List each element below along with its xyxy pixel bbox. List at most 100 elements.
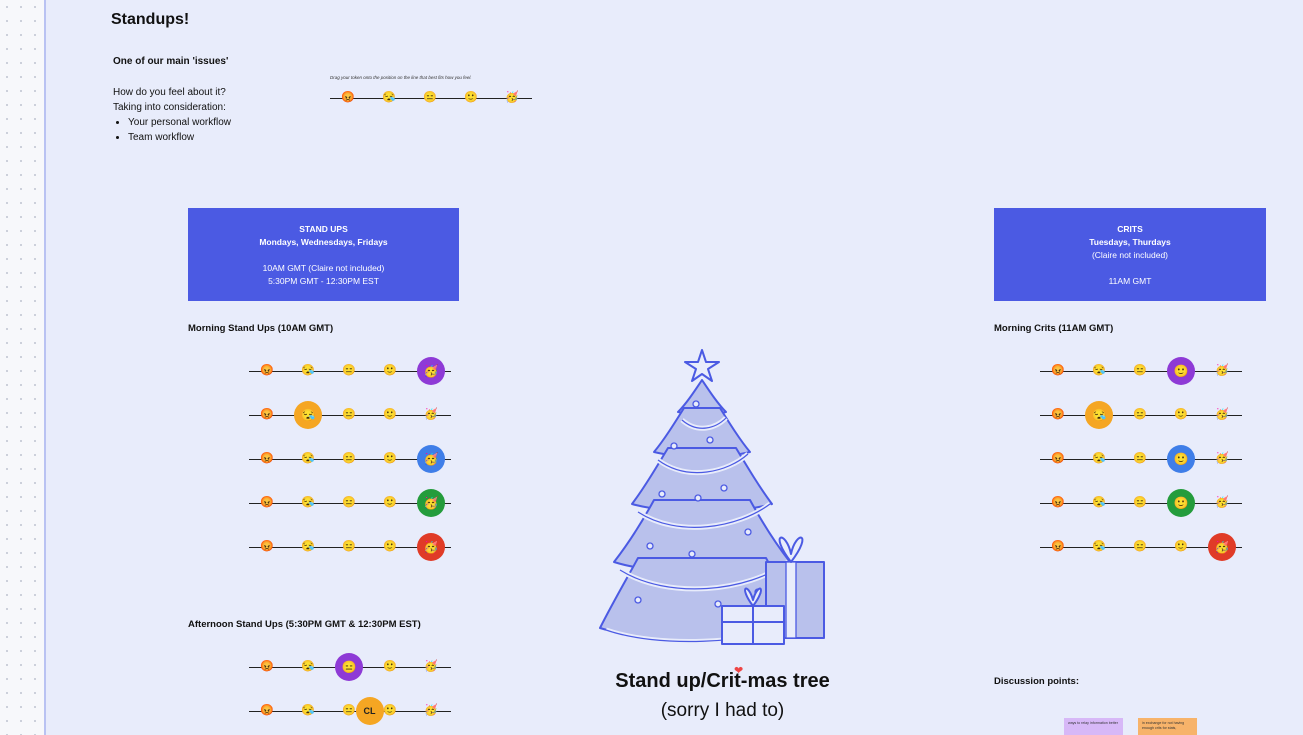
vote-scale: 😡😪😑🙂🥳🙂 [1040, 357, 1242, 385]
present-large-bow [778, 536, 804, 563]
vote-scale: 😡😪😑🙂🥳🙂 [1040, 489, 1242, 517]
scale-line [1040, 371, 1242, 372]
vote-scale: 😡😪😑🙂🥳😪 [249, 401, 451, 429]
standups-card-title: STAND UPS [299, 224, 348, 234]
neutral-emoji: 😑 [342, 364, 356, 377]
tree-ornament [706, 436, 714, 444]
vote-token[interactable]: 😪 [1085, 401, 1113, 429]
tree-ornament [744, 528, 752, 536]
tree-ornament [694, 494, 702, 502]
vote-token[interactable]: 😑 [335, 653, 363, 681]
morning-crits-heading: Morning Crits (11AM GMT) [994, 323, 1114, 334]
legend-scale: 😡 😪 😑 🙂 🥳 [330, 84, 532, 112]
smile-emoji: 🙂 [383, 496, 397, 509]
issue-consider: Taking into consideration: [113, 102, 226, 113]
sleepy-emoji: 😪 [1092, 540, 1106, 553]
vote-token[interactable]: 🥳 [417, 533, 445, 561]
vote-scale: 😡😪😑🙂🥳😪 [1040, 401, 1242, 429]
smile-emoji: 🙂 [383, 364, 397, 377]
angry-emoji: 😡 [260, 364, 274, 377]
neutral-emoji: 😑 [1133, 364, 1147, 377]
vote-token[interactable]: 🙂 [1167, 445, 1195, 473]
standups-card[interactable]: STAND UPS Mondays, Wednesdays, Fridays 1… [188, 208, 459, 301]
vote-scale: 😡😪😑🙂🥳🥳 [1040, 533, 1242, 561]
sleepy-emoji: 😪 [382, 91, 396, 104]
heart-icon: ❤ [734, 665, 744, 677]
vote-token[interactable]: 🙂 [1167, 489, 1195, 517]
sleepy-emoji: 😪 [1092, 496, 1106, 509]
smile-emoji: 🙂 [383, 408, 397, 421]
sleepy-emoji: 😪 [301, 704, 315, 717]
vote-token-initials: CL [363, 706, 376, 716]
vote-token[interactable]: CL [355, 697, 384, 725]
issue-question: How do you feel about it? [113, 87, 226, 98]
angry-emoji: 😡 [260, 408, 274, 421]
neutral-emoji: 😑 [342, 452, 356, 465]
vote-token[interactable]: 🥳 [417, 489, 445, 517]
vote-scale: 😡😪😑🙂🥳😑 [249, 653, 451, 681]
scale-line [1040, 547, 1242, 548]
tree-ornament [670, 442, 678, 450]
sleepy-emoji: 😪 [301, 496, 315, 509]
vote-token[interactable]: 😪 [294, 401, 322, 429]
tree-ornament [658, 490, 666, 498]
vote-token[interactable]: 🥳 [417, 357, 445, 385]
angry-emoji: 😡 [1051, 452, 1065, 465]
neutral-emoji: 😑 [342, 704, 356, 717]
crits-card[interactable]: CRITS Tuesdays, Thurdays (Claire not inc… [994, 208, 1266, 301]
vote-scale: 😡😪😑🙂🥳🥳 [249, 489, 451, 517]
vote-token[interactable]: 🥳 [1208, 533, 1236, 561]
scale-line [249, 711, 451, 712]
party-emoji: 🥳 [1215, 408, 1229, 421]
sticky-note[interactable]: in exchange for not having enough crits … [1138, 718, 1197, 735]
angry-emoji: 😡 [1051, 496, 1065, 509]
left-toolbar-gutter [0, 0, 46, 735]
discussion-heading: Discussion points: [994, 676, 1079, 687]
neutral-emoji: 😑 [1133, 540, 1147, 553]
party-emoji: 🥳 [505, 91, 519, 104]
neutral-emoji: 😑 [1133, 496, 1147, 509]
vote-scale: 😡😪😑🙂🥳🥳 [249, 445, 451, 473]
sleepy-emoji: 😪 [1092, 364, 1106, 377]
smile-emoji: 🙂 [383, 660, 397, 673]
angry-emoji: 😡 [260, 704, 274, 717]
smile-emoji: 🙂 [464, 91, 478, 104]
angry-emoji: 😡 [1051, 408, 1065, 421]
scale-line [330, 98, 532, 99]
sticky-note[interactable]: ways to relay information better [1064, 718, 1123, 735]
issue-bullet-list: Your personal workflow Team workflow [113, 115, 231, 145]
tree-ornament [646, 542, 654, 550]
tree-subtitle: (sorry I had to) [660, 700, 785, 721]
vote-token[interactable]: 🙂 [1167, 357, 1195, 385]
standups-card-time2: 5:30PM GMT - 12:30PM EST [268, 276, 379, 286]
angry-emoji: 😡 [260, 496, 274, 509]
tree-ornament [688, 550, 696, 558]
vote-token[interactable]: 🥳 [417, 445, 445, 473]
scale-line [249, 371, 451, 372]
scale-line [1040, 503, 1242, 504]
tree-ornament [634, 596, 642, 604]
board-title: Standups! [111, 11, 190, 28]
neutral-emoji: 😑 [423, 91, 437, 104]
tree-title: Stand up/Crit-mas tree [615, 670, 830, 692]
smile-emoji: 🙂 [1174, 540, 1188, 553]
vote-scale: 😡😪😑🙂🥳🥳 [249, 357, 451, 385]
issue-description: How do you feel about it? Taking into co… [113, 85, 231, 145]
sleepy-emoji: 😪 [301, 540, 315, 553]
issue-bullet: Team workflow [128, 130, 231, 145]
scale-line [1040, 415, 1242, 416]
sleepy-emoji: 😪 [301, 364, 315, 377]
smile-emoji: 🙂 [383, 704, 397, 717]
sleepy-emoji: 😪 [301, 660, 315, 673]
party-emoji: 🥳 [1215, 496, 1229, 509]
tree-ornament [692, 400, 700, 408]
angry-emoji: 😡 [260, 540, 274, 553]
party-emoji: 🥳 [1215, 364, 1229, 377]
party-emoji: 🥳 [424, 704, 438, 717]
sleepy-emoji: 😪 [1092, 452, 1106, 465]
scale-line [249, 547, 451, 548]
tree-ornament [714, 600, 722, 608]
crits-card-days: Tuesdays, Thurdays [1089, 237, 1171, 247]
vote-scale: 😡😪😑🙂🥳🙂 [1040, 445, 1242, 473]
issue-bullet: Your personal workflow [128, 115, 231, 130]
